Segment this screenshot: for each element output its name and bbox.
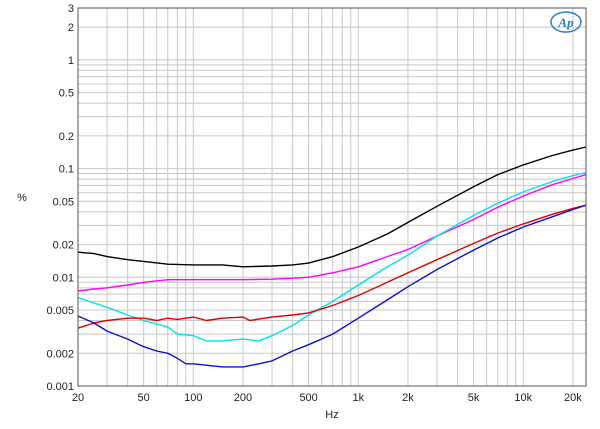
y-tick-label: 0.2 xyxy=(59,131,74,143)
x-tick-label: 20 xyxy=(72,392,84,404)
y-tick-label: 0.001 xyxy=(46,381,74,393)
y-tick-label: 3 xyxy=(68,3,74,15)
x-tick-label: 1k xyxy=(352,392,364,404)
x-tick-labels: 20 50 100 200 500 1k 2k 5k 10k 20k xyxy=(72,392,582,404)
y-tick-labels: 3 2 1 0.5 0.2 0.1 0.05 0.02 0.01 0.005 0.002 0.001 xyxy=(46,3,74,393)
x-tick-label: 2k xyxy=(402,392,414,404)
ap-logo: Ap xyxy=(550,11,582,33)
series-line-3 xyxy=(77,171,587,342)
series-line-5 xyxy=(77,204,587,368)
x-tick-label: 50 xyxy=(138,392,150,404)
x-tick-label: 100 xyxy=(184,392,202,404)
y-tick-label: 0.5 xyxy=(59,88,74,100)
ap-logo-text: Ap xyxy=(557,15,574,30)
y-tick-label: 0.002 xyxy=(46,348,74,360)
y-tick-label: 0.02 xyxy=(53,240,74,252)
y-tick-label: 1 xyxy=(68,55,74,67)
series-line-4 xyxy=(77,204,587,329)
x-tick-label: 500 xyxy=(299,392,317,404)
y-axis-label: % xyxy=(17,192,27,204)
y-tick-label: 0.05 xyxy=(53,196,74,208)
ap-logo-ring xyxy=(550,11,582,33)
series-line-1 xyxy=(77,146,587,268)
y-tick-label: 0.01 xyxy=(53,272,74,284)
plot-frame xyxy=(77,7,587,387)
series-group xyxy=(77,146,587,368)
x-tick-label: 5k xyxy=(468,392,480,404)
plot-background xyxy=(78,8,586,386)
x-tick-label: 200 xyxy=(234,392,252,404)
x-tick-label: 10k xyxy=(514,392,532,404)
y-tick-label: 2 xyxy=(68,22,74,34)
x-axis-label: Hz xyxy=(325,409,338,421)
x-tick-label: 20k xyxy=(564,392,582,404)
y-tick-label: 0.1 xyxy=(59,164,74,176)
y-tick-label: 0.005 xyxy=(46,305,74,317)
series-line-2 xyxy=(77,173,587,292)
